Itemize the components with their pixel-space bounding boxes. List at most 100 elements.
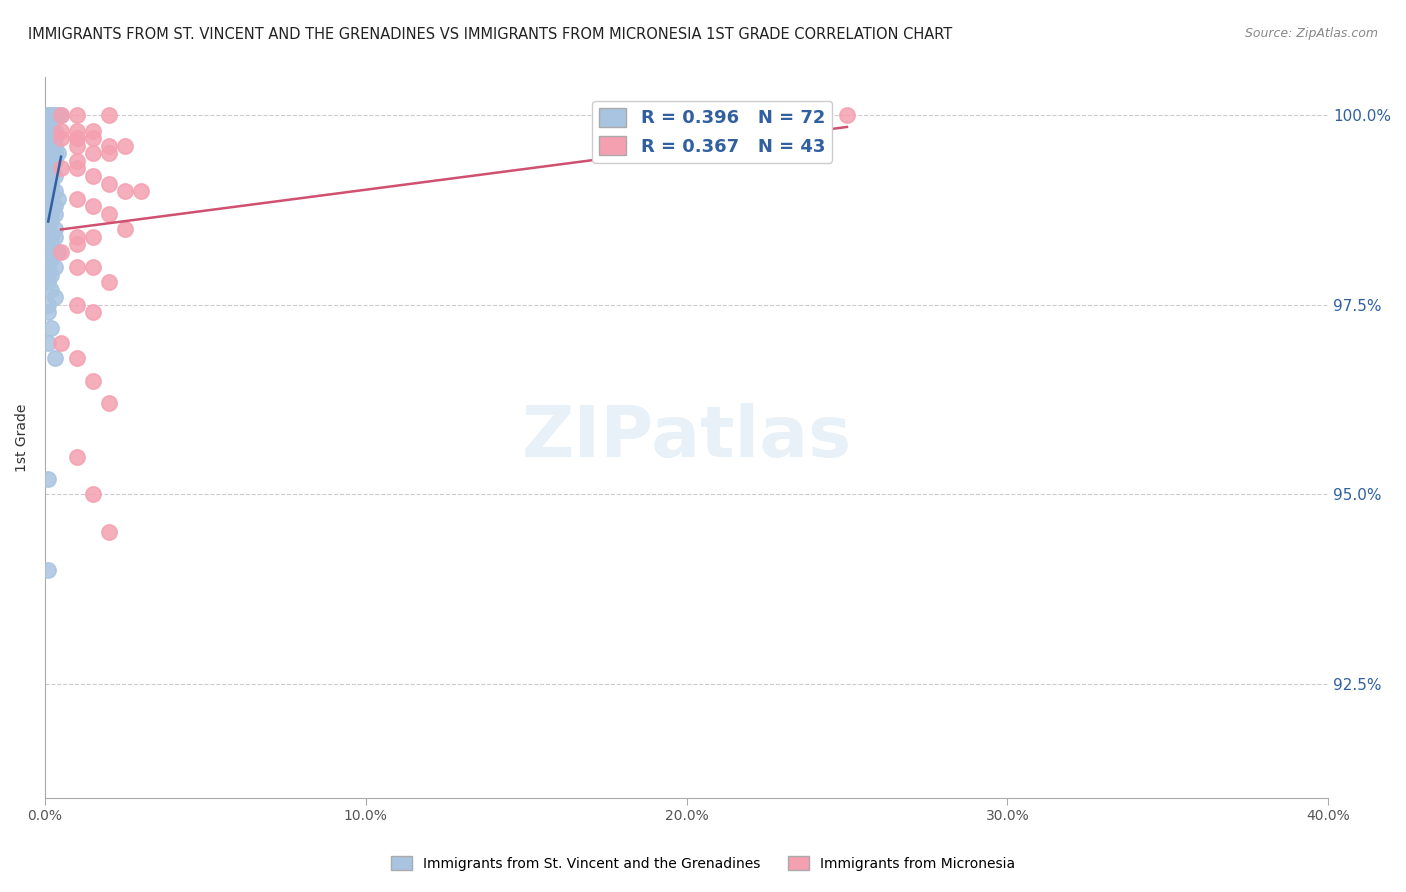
Point [82,169,104,183]
Point [37,260,59,274]
Point [41,252,63,267]
Point [37,123,59,137]
Point [41,131,63,145]
Point [98,138,121,153]
Point [44,153,66,168]
Point [49,108,72,122]
Point [37,161,59,176]
Point [66,298,89,312]
Point [37,237,59,252]
Point [37,131,59,145]
Point [82,229,104,244]
Point [114,138,136,153]
Point [82,374,104,388]
Point [37,138,59,153]
Point [98,275,121,289]
Point [41,131,63,145]
Point [98,108,121,122]
Point [41,108,63,122]
Point [98,207,121,221]
Text: IMMIGRANTS FROM ST. VINCENT AND THE GRENADINES VS IMMIGRANTS FROM MICRONESIA 1ST: IMMIGRANTS FROM ST. VINCENT AND THE GREN… [28,27,952,42]
Point [44,290,66,304]
Point [114,184,136,198]
Point [66,138,89,153]
Point [41,192,63,206]
Point [49,123,72,137]
Point [66,260,89,274]
Y-axis label: 1st Grade: 1st Grade [15,403,30,472]
Point [37,305,59,319]
Point [37,184,59,198]
Point [66,351,89,365]
Point [41,229,63,244]
Point [98,177,121,191]
Point [49,335,72,350]
Text: Source: ZipAtlas.com: Source: ZipAtlas.com [1244,27,1378,40]
Legend: R = 0.396   N = 72, R = 0.367   N = 43: R = 0.396 N = 72, R = 0.367 N = 43 [592,101,832,163]
Point [835,108,858,122]
Point [41,320,63,334]
Point [37,214,59,228]
Point [37,207,59,221]
Point [114,222,136,236]
Point [37,472,59,486]
Point [37,335,59,350]
Point [41,146,63,161]
Point [41,177,63,191]
Point [49,108,72,122]
Point [98,396,121,410]
Point [41,161,63,176]
Point [37,563,59,577]
Point [66,108,89,122]
Point [82,131,104,145]
Point [37,298,59,312]
Point [41,153,63,168]
Point [41,268,63,282]
Point [37,146,59,161]
Point [44,131,66,145]
Point [37,108,59,122]
Point [66,192,89,206]
Point [37,252,59,267]
Point [46,108,69,122]
Point [82,305,104,319]
Point [66,131,89,145]
Point [44,184,66,198]
Point [41,108,63,122]
Point [66,229,89,244]
Point [37,169,59,183]
Point [37,177,59,191]
Point [82,260,104,274]
Point [44,229,66,244]
Point [44,169,66,183]
Point [44,199,66,213]
Point [82,487,104,501]
Point [44,123,66,137]
Point [46,192,69,206]
Point [46,146,69,161]
Point [41,138,63,153]
Point [46,244,69,259]
Point [37,131,59,145]
Point [49,244,72,259]
Point [37,192,59,206]
Point [41,184,63,198]
Point [44,260,66,274]
Point [66,131,89,145]
Point [37,153,59,168]
Point [49,131,72,145]
Point [66,161,89,176]
Point [41,146,63,161]
Point [41,169,63,183]
Point [44,108,66,122]
Point [37,138,59,153]
Point [98,146,121,161]
Point [66,123,89,137]
Point [41,237,63,252]
Point [66,450,89,464]
Point [82,123,104,137]
Point [37,222,59,236]
Point [82,199,104,213]
Point [129,184,152,198]
Text: ZIPatlas: ZIPatlas [522,403,852,472]
